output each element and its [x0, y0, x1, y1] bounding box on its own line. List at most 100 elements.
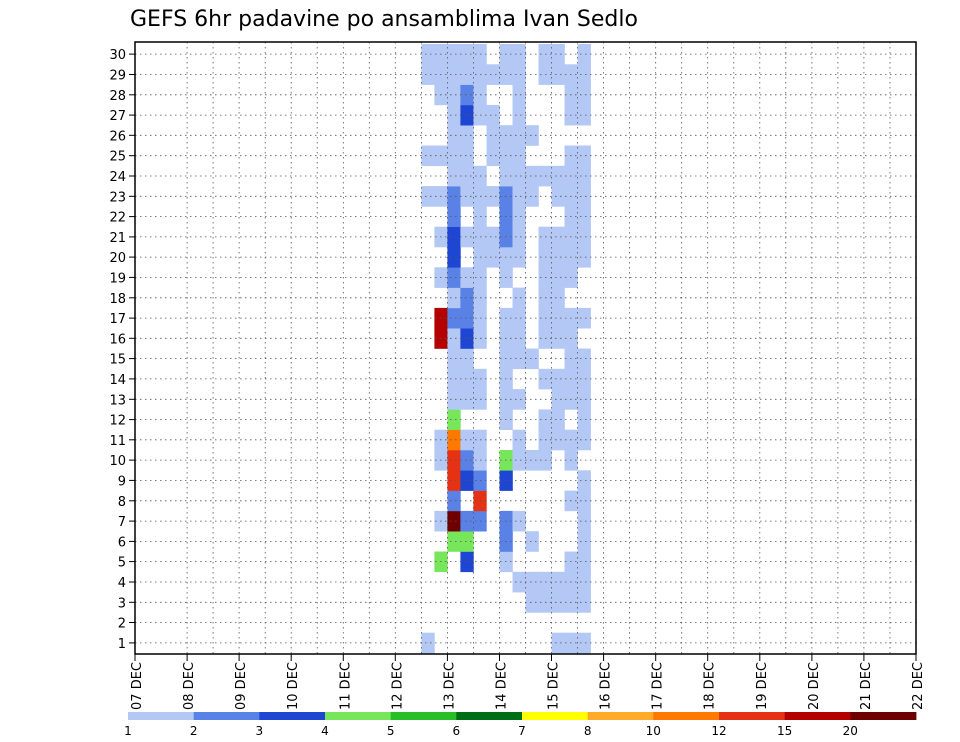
heatmap-cell-208 — [551, 44, 565, 65]
heatmap-cell-48 — [460, 510, 474, 532]
heatmap-cell-195 — [551, 429, 565, 451]
heatmap-cell-101 — [486, 104, 500, 126]
x-tick-label-15: 22 DEC — [911, 662, 926, 710]
heatmap-cell-197 — [551, 389, 565, 410]
colorbar-label-0: 1 — [124, 724, 132, 738]
heatmap-cell-159 — [525, 571, 539, 593]
heatmap-cell-148 — [512, 104, 526, 126]
y-tick-label-14: 14 — [109, 373, 126, 388]
heatmap-cell-247 — [577, 490, 591, 512]
heatmap-cell-2 — [421, 145, 435, 167]
heatmap-cell-33 — [447, 247, 461, 268]
y-tick-label-1: 1 — [118, 637, 126, 652]
colorbar-label-7: 8 — [584, 724, 592, 738]
y-tick-label-23: 23 — [109, 190, 126, 205]
heatmap-cell-49 — [460, 470, 474, 491]
heatmap-cell-134 — [512, 450, 526, 471]
x-tick-label-6: 13 DEC — [442, 662, 457, 710]
x-tick-label-9: 16 DEC — [599, 662, 614, 710]
colorbar-swatch-5 — [456, 712, 523, 720]
colorbar-swatch-0 — [128, 712, 195, 720]
x-tick-label-13: 20 DEC — [807, 662, 822, 710]
x-tick-label-10: 17 DEC — [651, 662, 666, 710]
heatmap-cell-3 — [421, 64, 435, 85]
heatmap-cell-150 — [512, 64, 526, 85]
colorbar-label-11: 20 — [843, 724, 858, 738]
y-tick-label-30: 30 — [109, 48, 126, 63]
heatmap-cell-29 — [447, 328, 461, 349]
heatmap-cell-58 — [460, 267, 474, 288]
y-tick-label-8: 8 — [118, 495, 126, 510]
heatmap-cell-52 — [460, 389, 474, 410]
y-tick-label-20: 20 — [109, 251, 126, 266]
heatmap-cell-199 — [551, 328, 565, 349]
heatmap-cell-30 — [447, 307, 461, 329]
heatmap-cell-194 — [551, 571, 565, 593]
heatmap-cell-23 — [447, 450, 461, 471]
heatmap-cell-54 — [460, 348, 474, 370]
heatmap-cell-24 — [447, 429, 461, 451]
plot-frame — [134, 41, 917, 655]
heatmap-cell-252 — [577, 368, 591, 390]
colorbar-label-8: 10 — [646, 724, 661, 738]
heatmap-cell-244 — [577, 551, 591, 573]
y-tick-label-21: 21 — [109, 231, 126, 246]
heatmap-cell-144 — [512, 186, 526, 207]
heatmap-cell-242 — [577, 592, 591, 613]
heatmap-cell-42 — [447, 64, 461, 85]
y-tick-label-15: 15 — [109, 353, 126, 368]
heatmap-cell-22 — [447, 470, 461, 491]
heatmap-cell-245 — [577, 531, 591, 552]
heatmap-cell-100 — [486, 125, 500, 146]
heatmap-cell-192 — [551, 632, 565, 654]
colorbar-label-2: 3 — [255, 724, 263, 738]
heatmap-cell-60 — [460, 186, 474, 207]
heatmap-cell-41 — [447, 84, 461, 106]
colorbar-swatch-3 — [325, 712, 392, 720]
heatmap-cell-263 — [577, 64, 591, 85]
y-tick-label-26: 26 — [109, 129, 126, 144]
heatmap-cell-4 — [421, 44, 435, 65]
heatmap-cell-162 — [525, 348, 539, 370]
y-tick-label-25: 25 — [109, 150, 126, 165]
heatmap-cell-57 — [460, 287, 474, 309]
x-axis: 07 DEC 08 DEC 09 DEC 10 DEC 11 DEC 12 DEC 13 D… — [130, 654, 926, 710]
heatmap-cell-34 — [447, 226, 461, 248]
heatmap-cell-63 — [460, 125, 474, 146]
heatmap-cell-193 — [551, 592, 565, 613]
heatmap-cell-158 — [525, 592, 539, 613]
y-tick-label-7: 7 — [118, 515, 126, 530]
colorbar-swatch-2 — [259, 712, 326, 720]
y-tick-label-2: 2 — [118, 617, 126, 632]
x-tick-label-2: 09 DEC — [234, 662, 249, 710]
y-tick-label-9: 9 — [118, 474, 126, 489]
heatmap-cell-164 — [525, 165, 539, 187]
heatmap-cell-96 — [486, 247, 500, 268]
heatmap-cell-151 — [512, 44, 526, 65]
heatmap-cell-98 — [486, 186, 500, 207]
heatmap-cell-145 — [512, 165, 526, 187]
heatmap-cell-207 — [551, 64, 565, 85]
heatmap-cell-146 — [512, 145, 526, 167]
heatmap-cell-66 — [460, 64, 474, 85]
heatmap-cell-67 — [460, 44, 474, 65]
heatmap-cell-254 — [577, 307, 591, 329]
colorbar-swatch-4 — [390, 712, 457, 720]
heatmap-cell-19 — [447, 531, 461, 552]
heatmap-cell-62 — [460, 145, 474, 167]
heatmap-cell-59 — [460, 226, 474, 248]
heatmap-cell-264 — [577, 44, 591, 65]
y-tick-label-6: 6 — [118, 535, 126, 550]
heatmap-cell-262 — [577, 84, 591, 106]
y-axis: 1234567891011121314151617181920212223242… — [109, 48, 135, 652]
heatmap-cell-21 — [447, 490, 461, 512]
heatmap-cell-31 — [447, 287, 461, 309]
colorbar: 1 2 3 4 5 6 7 8 10 12 15 20 — [124, 712, 917, 738]
heatmap-cell-97 — [486, 226, 500, 248]
heatmap-cell-196 — [551, 409, 565, 430]
heatmap-cell-135 — [512, 429, 526, 451]
y-tick-label-28: 28 — [109, 89, 126, 104]
grid-lines — [135, 42, 916, 654]
heatmap-cell-142 — [512, 226, 526, 248]
